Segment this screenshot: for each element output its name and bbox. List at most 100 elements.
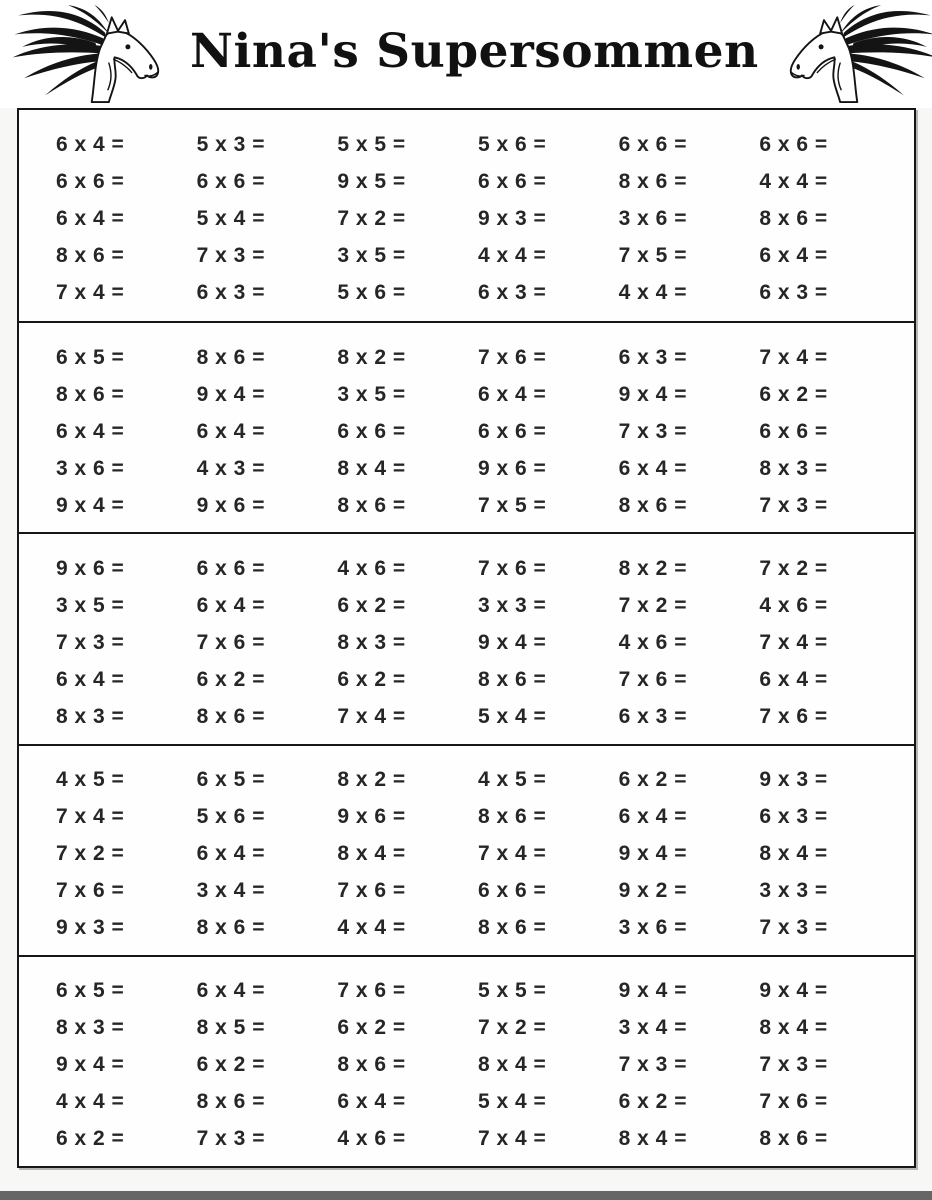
problem-section-5: 6 x 5 = 6 x 4 = 7 x 6 = 5 x 5 = 9 x 4 = 9 x 4… (19, 954, 914, 1166)
multiplication-problem: 9 x 3 = (56, 916, 125, 940)
multiplication-problem: 7 x 4 = (478, 1127, 547, 1151)
multiplication-problem: 8 x 4 = (759, 842, 828, 866)
multiplication-problem: 4 x 4 = (337, 916, 406, 940)
multiplication-problem: 6 x 4 = (478, 382, 547, 406)
problems-table: 6 x 4 = 5 x 3 = 5 x 5 = 5 x 6 = 6 x 6 = 6 x 6… (17, 108, 916, 1168)
multiplication-problem: 6 x 6 = (56, 169, 125, 193)
multiplication-problem: 6 x 2 = (56, 1127, 125, 1151)
multiplication-problem: 6 x 6 = (478, 419, 547, 443)
multiplication-problem: 3 x 6 = (56, 456, 125, 480)
multiplication-problem: 8 x 6 = (196, 916, 265, 940)
multiplication-problem: 5 x 4 = (196, 206, 265, 230)
multiplication-problem: 7 x 4 = (759, 345, 828, 369)
multiplication-problem: 7 x 6 = (337, 979, 406, 1003)
multiplication-problem: 3 x 5 = (337, 382, 406, 406)
multiplication-problem: 5 x 6 = (478, 132, 547, 156)
multiplication-problem: 7 x 2 = (759, 556, 828, 580)
multiplication-problem: 8 x 6 = (478, 916, 547, 940)
multiplication-problem: 6 x 5 = (56, 345, 125, 369)
multiplication-problem: 9 x 4 = (618, 382, 687, 406)
multiplication-problem: 6 x 4 = (618, 456, 687, 480)
multiplication-problem: 7 x 3 = (196, 1127, 265, 1151)
multiplication-problem: 9 x 4 = (478, 630, 547, 654)
page-title: Nina's Supersommen (190, 23, 759, 79)
multiplication-problem: 3 x 6 = (618, 206, 687, 230)
multiplication-problem: 4 x 5 = (56, 768, 125, 792)
problem-section-4: 4 x 5 = 6 x 5 = 8 x 2 = 4 x 5 = 6 x 2 = 9 x 3… (19, 743, 914, 955)
multiplication-problem: 8 x 6 = (759, 206, 828, 230)
multiplication-problem: 9 x 2 = (618, 879, 687, 903)
multiplication-problem: 8 x 6 = (759, 1127, 828, 1151)
multiplication-problem: 4 x 4 = (759, 169, 828, 193)
multiplication-problem: 6 x 5 = (56, 979, 125, 1003)
multiplication-problem: 9 x 4 = (56, 1053, 125, 1077)
multiplication-problem: 8 x 3 = (56, 704, 125, 728)
multiplication-problem: 6 x 4 = (56, 667, 125, 691)
multiplication-problem: 8 x 6 = (196, 1090, 265, 1114)
multiplication-problem: 6 x 2 = (618, 1090, 687, 1114)
multiplication-problem: 7 x 4 = (56, 280, 125, 304)
multiplication-problem: 4 x 4 = (56, 1090, 125, 1114)
multiplication-problem: 7 x 3 = (196, 243, 265, 267)
multiplication-problem: 6 x 2 = (618, 768, 687, 792)
multiplication-problem: 8 x 6 = (56, 243, 125, 267)
bottom-window-edge (0, 1191, 932, 1200)
multiplication-problem: 6 x 2 = (759, 382, 828, 406)
multiplication-problem: 8 x 6 = (618, 493, 687, 517)
multiplication-problem: 9 x 4 = (56, 493, 125, 517)
multiplication-problem: 6 x 4 = (56, 206, 125, 230)
multiplication-problem: 8 x 6 = (56, 382, 125, 406)
multiplication-problem: 6 x 3 = (618, 704, 687, 728)
horse-head-right-icon (759, 4, 932, 104)
multiplication-problem: 6 x 6 = (337, 419, 406, 443)
multiplication-problem: 8 x 3 = (759, 456, 828, 480)
multiplication-problem: 6 x 3 = (759, 280, 828, 304)
multiplication-problem: 3 x 4 = (618, 1016, 687, 1040)
multiplication-problem: 5 x 6 = (196, 805, 265, 829)
multiplication-problem: 6 x 4 = (196, 593, 265, 617)
problem-section-3: 9 x 6 = 6 x 6 = 4 x 6 = 7 x 6 = 8 x 2 = 7 x 2… (19, 532, 914, 743)
multiplication-problem: 6 x 6 = (759, 419, 828, 443)
multiplication-problem: 7 x 6 = (478, 345, 547, 369)
problem-section-1: 6 x 4 = 5 x 3 = 5 x 5 = 5 x 6 = 6 x 6 = 6 x 6… (19, 110, 914, 321)
multiplication-problem: 9 x 3 = (759, 768, 828, 792)
multiplication-problem: 3 x 6 = (618, 916, 687, 940)
multiplication-problem: 8 x 6 = (478, 667, 547, 691)
multiplication-problem: 8 x 5 = (196, 1016, 265, 1040)
multiplication-problem: 6 x 3 = (618, 345, 687, 369)
multiplication-problem: 7 x 3 = (56, 630, 125, 654)
multiplication-problem: 6 x 4 = (56, 419, 125, 443)
multiplication-problem: 6 x 4 = (196, 979, 265, 1003)
multiplication-problem: 5 x 4 = (478, 704, 547, 728)
multiplication-problem: 5 x 5 = (337, 132, 406, 156)
multiplication-problem: 9 x 6 = (196, 493, 265, 517)
horse-head-left-icon (2, 4, 190, 104)
multiplication-problem: 6 x 5 = (196, 768, 265, 792)
multiplication-problem: 7 x 3 = (618, 419, 687, 443)
multiplication-problem: 6 x 4 = (759, 667, 828, 691)
multiplication-problem: 8 x 4 = (618, 1127, 687, 1151)
multiplication-problem: 8 x 6 = (337, 493, 406, 517)
multiplication-problem: 7 x 2 = (337, 206, 406, 230)
multiplication-problem: 7 x 4 = (56, 805, 125, 829)
multiplication-problem: 4 x 5 = (478, 768, 547, 792)
multiplication-problem: 7 x 6 = (478, 556, 547, 580)
multiplication-problem: 9 x 3 = (478, 206, 547, 230)
multiplication-problem: 9 x 6 = (337, 805, 406, 829)
multiplication-problem: 7 x 6 = (196, 630, 265, 654)
multiplication-problem: 8 x 4 = (337, 456, 406, 480)
multiplication-problem: 5 x 5 = (478, 979, 547, 1003)
multiplication-problem: 5 x 3 = (196, 132, 265, 156)
worksheet-header: Nina's Supersommen (0, 0, 932, 108)
multiplication-problem: 8 x 2 = (337, 345, 406, 369)
multiplication-problem: 7 x 3 = (618, 1053, 687, 1077)
multiplication-problem: 7 x 5 = (478, 493, 547, 517)
multiplication-problem: 6 x 6 = (478, 169, 547, 193)
multiplication-problem: 7 x 3 = (759, 1053, 828, 1077)
multiplication-problem: 6 x 3 = (196, 280, 265, 304)
multiplication-problem: 8 x 4 = (337, 842, 406, 866)
multiplication-problem: 7 x 2 = (56, 842, 125, 866)
multiplication-problem: 7 x 4 = (337, 704, 406, 728)
multiplication-problem: 6 x 4 = (618, 805, 687, 829)
multiplication-problem: 6 x 2 = (337, 593, 406, 617)
